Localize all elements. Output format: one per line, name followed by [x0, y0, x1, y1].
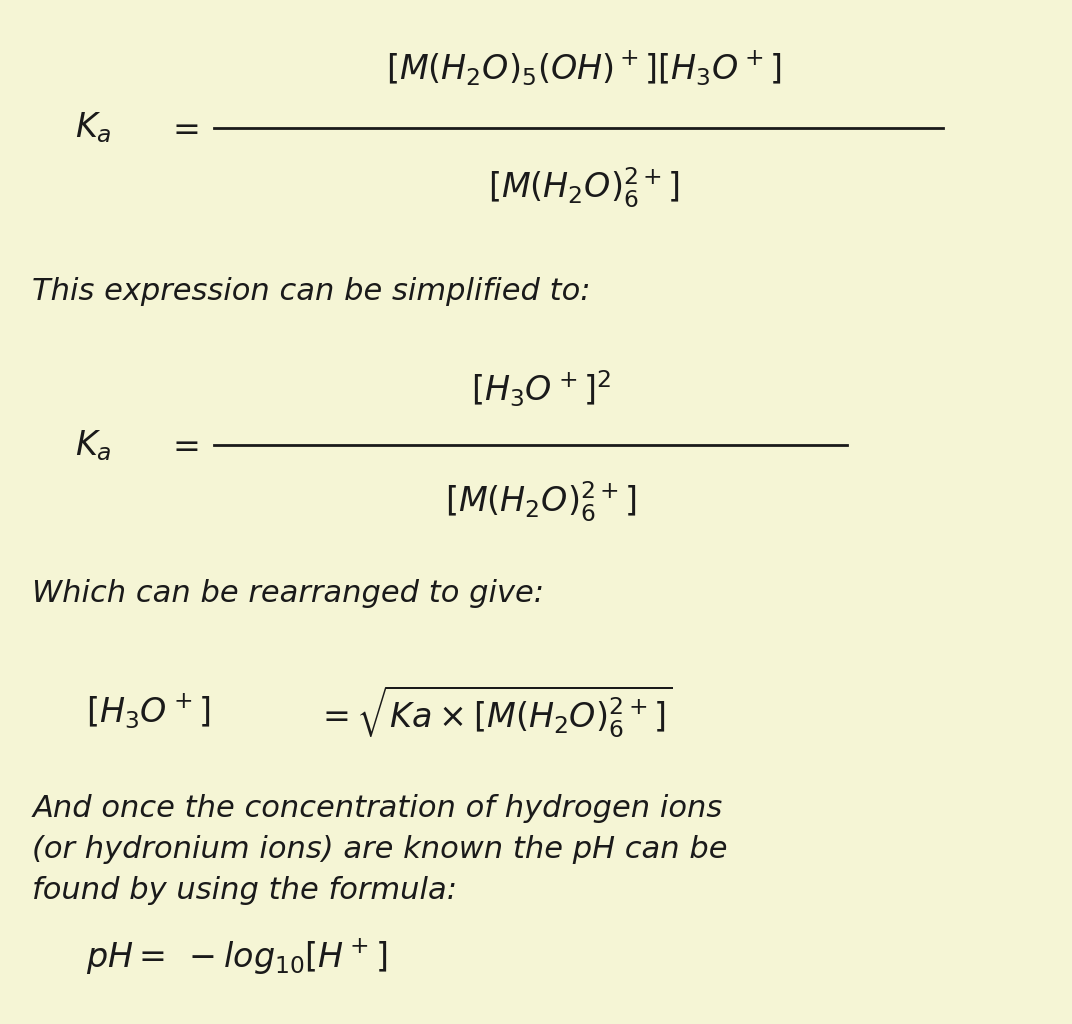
Text: Which can be rearranged to give:: Which can be rearranged to give: [32, 580, 545, 608]
Text: This expression can be simplified to:: This expression can be simplified to: [32, 278, 591, 306]
Text: $[M(H_2O)_6^{2+}]$: $[M(H_2O)_6^{2+}]$ [488, 165, 681, 210]
Text: $[H_3O^+]^2$: $[H_3O^+]^2$ [472, 369, 611, 410]
Text: And once the concentration of hydrogen ions: And once the concentration of hydrogen i… [32, 795, 723, 823]
Text: $[M(H_2O)_6^{2+}]$: $[M(H_2O)_6^{2+}]$ [445, 479, 638, 524]
Text: $[M(H_2O)_5(OH)^+][H_3O^+]$: $[M(H_2O)_5(OH)^+][H_3O^+]$ [386, 49, 783, 88]
Text: $=$: $=$ [166, 112, 199, 144]
Text: (or hydronium ions) are known the pH can be: (or hydronium ions) are known the pH can… [32, 836, 728, 864]
Text: $K_a$: $K_a$ [75, 428, 111, 463]
Text: found by using the formula:: found by using the formula: [32, 877, 457, 905]
Text: $K_a$: $K_a$ [75, 111, 111, 145]
Text: $pH= \;-log_{10}[H^+]$: $pH= \;-log_{10}[H^+]$ [86, 938, 387, 977]
Text: $=$: $=$ [166, 429, 199, 462]
Text: $= \sqrt{Ka \times [M(H_2O)_6^{2+}]}$: $= \sqrt{Ka \times [M(H_2O)_6^{2+}]}$ [316, 683, 672, 740]
Text: $[H_3O^+]$: $[H_3O^+]$ [86, 692, 210, 731]
